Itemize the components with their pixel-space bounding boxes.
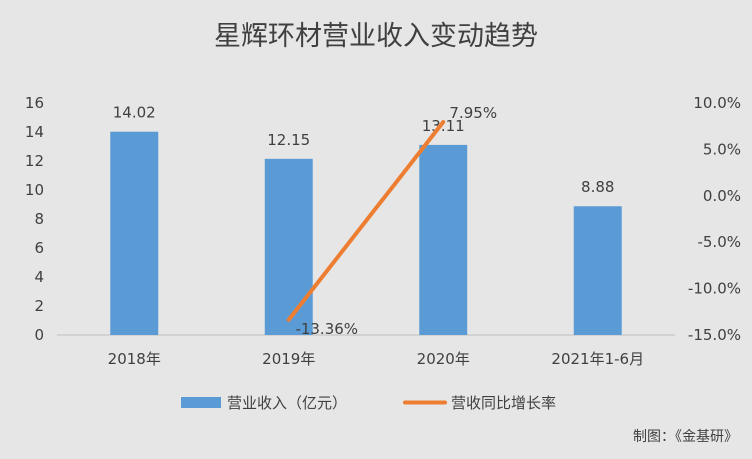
line-series <box>286 120 446 322</box>
x-tick-label: 2019年 <box>262 350 315 368</box>
legend: 营业收入（亿元） 营收同比增长率 <box>181 394 556 412</box>
revenue-bar-label: 8.88 <box>581 178 614 196</box>
legend-line-label: 营收同比增长率 <box>451 394 556 412</box>
left-tick-label: 6 <box>34 239 44 257</box>
revenue-bar-label: 13.11 <box>422 117 465 135</box>
left-tick-label: 10 <box>25 181 44 199</box>
line-data-labels: -13.36% 7.95% <box>295 104 497 338</box>
x-axis-ticks: 2018年 2019年 2020年 2021年1-6月 <box>108 350 644 368</box>
legend-bar-swatch <box>181 397 221 408</box>
revenue-bar <box>110 131 159 335</box>
growth-rate-label: -13.36% <box>295 320 358 338</box>
right-tick-label: 0.0% <box>703 187 741 205</box>
x-tick-label: 2021年1-6月 <box>551 350 644 368</box>
revenue-bar <box>419 144 468 335</box>
left-tick-label: 4 <box>34 268 44 286</box>
credit-text: 制图：《金基研》 <box>633 428 738 445</box>
bar-series <box>110 131 622 335</box>
left-tick-label: 2 <box>34 297 44 315</box>
revenue-bar <box>264 158 313 335</box>
revenue-bar-label: 12.15 <box>267 131 310 149</box>
left-axis-ticks: 0 2 4 6 8 10 12 14 16 <box>25 94 44 344</box>
revenue-bar-label: 14.02 <box>113 104 156 122</box>
legend-bar-label: 营业收入（亿元） <box>227 394 347 412</box>
left-tick-label: 0 <box>34 326 44 344</box>
right-tick-label: -5.0% <box>697 233 741 251</box>
revenue-bar <box>573 206 622 335</box>
bar-data-labels: 14.02 12.15 13.11 8.88 <box>113 104 615 197</box>
left-tick-label: 16 <box>25 94 44 112</box>
right-tick-label: -10.0% <box>688 280 741 298</box>
right-axis-ticks: -15.0% -10.0% -5.0% 0.0% 5.0% 10.0% <box>688 94 741 344</box>
left-tick-label: 8 <box>34 210 44 228</box>
x-tick-label: 2018年 <box>108 350 161 368</box>
right-tick-label: 10.0% <box>693 94 741 112</box>
right-tick-label: 5.0% <box>703 140 741 158</box>
left-tick-label: 14 <box>25 123 44 141</box>
left-tick-label: 12 <box>25 152 44 170</box>
x-tick-label: 2020年 <box>417 350 470 368</box>
right-tick-label: -15.0% <box>688 326 741 344</box>
growth-rate-line <box>286 120 446 322</box>
growth-rate-label: 7.95% <box>449 104 497 122</box>
chart-title: 星辉环材营业收入变动趋势 <box>214 21 538 52</box>
